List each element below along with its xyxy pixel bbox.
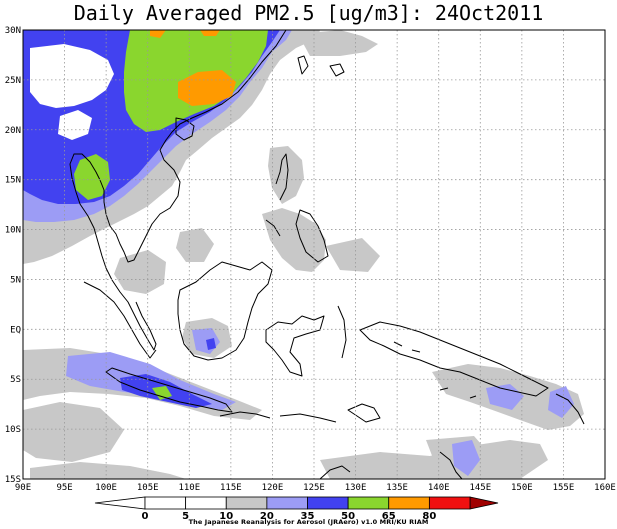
colorbar-swatch <box>428 496 471 510</box>
colorbar-tick-label: 35 <box>301 511 315 522</box>
colorbar-swatch <box>185 496 227 510</box>
longitude-label: 130E <box>345 483 367 493</box>
longitude-label: 105E <box>137 483 159 493</box>
latitude-label: 10S <box>5 425 21 435</box>
latitude-labels: 30N 25N 20N 15N 10N 5N EQ 5S 10S 15S <box>5 26 21 485</box>
longitude-label: 140E <box>428 483 450 493</box>
colorbar-swatch <box>347 496 390 510</box>
colorbar-tick-label: 80 <box>422 511 436 522</box>
credit-line: The Japanese Reanalysis for Aerosol (JRA… <box>188 518 429 526</box>
colorbar-swatch <box>144 496 187 510</box>
latitude-label: 25N <box>5 76 21 86</box>
colorbar-tick-label: 0 <box>142 511 149 522</box>
latitude-label: EQ <box>10 325 21 335</box>
colorbar-under-arrow <box>94 496 146 510</box>
longitude-label: 135E <box>386 483 408 493</box>
pm25-concentration-fields <box>23 30 584 479</box>
longitude-label: 125E <box>303 483 325 493</box>
latitude-label: 10N <box>5 226 21 236</box>
longitude-label: 95E <box>56 483 72 493</box>
colorbar-over-arrow <box>469 496 499 510</box>
longitude-label: 120E <box>262 483 284 493</box>
colorbar-swatch <box>225 496 268 510</box>
colorbar-labels: 0 5 10 20 35 50 65 80 <box>142 511 437 522</box>
latitude-label: 5S <box>10 375 21 385</box>
longitude-label: 150E <box>511 483 533 493</box>
colorbar-tick-label: 20 <box>260 511 274 522</box>
colorbar-tick-label: 10 <box>219 511 233 522</box>
colorbar-boxes <box>94 496 499 510</box>
longitude-label: 160E <box>594 483 616 493</box>
longitude-label: 90E <box>15 483 31 493</box>
latitude-label: 15N <box>5 176 21 186</box>
colorbar-tick-label: 5 <box>182 511 189 522</box>
latitude-label: 20N <box>5 126 21 136</box>
latitude-label: 15S <box>5 475 21 485</box>
colorbar-tick-label: 65 <box>382 511 396 522</box>
graticule <box>23 30 605 479</box>
coastlines <box>69 29 585 480</box>
map-frame <box>22 29 606 480</box>
map-title: Daily Averaged PM2.5 [ug/m3]: 24Oct2011 <box>73 1 544 25</box>
longitude-label: 100E <box>95 483 117 493</box>
longitude-label: 155E <box>553 483 575 493</box>
colorbar-swatch <box>388 496 430 510</box>
colorbar-tick-label: 50 <box>341 511 355 522</box>
longitude-label: 115E <box>220 483 242 493</box>
latitude-label: 30N <box>5 26 21 36</box>
longitude-labels: 90E 95E 100E 105E 110E 115E 120E 125E 130E 135E 14… <box>15 483 616 493</box>
latitude-label: 5N <box>10 275 21 285</box>
colorbar-swatch <box>307 496 349 510</box>
longitude-label: 145E <box>469 483 491 493</box>
longitude-label: 110E <box>178 483 200 493</box>
colorbar-swatch <box>266 496 308 510</box>
